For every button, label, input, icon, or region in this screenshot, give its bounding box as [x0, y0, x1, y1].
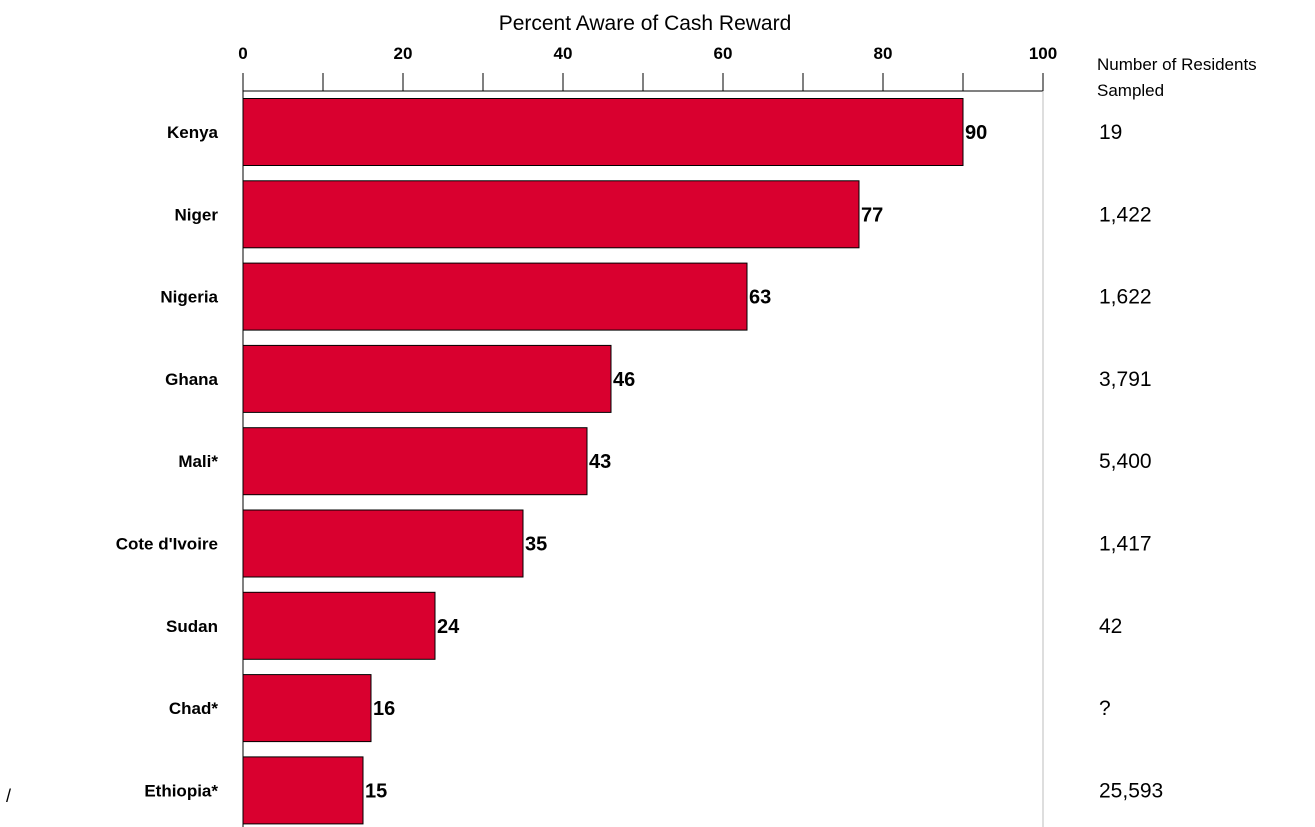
data-label: 90: [965, 122, 987, 144]
data-label: 46: [613, 369, 635, 391]
sample-size-value: 1,422: [1099, 203, 1152, 226]
sample-size-value: 5,400: [1099, 450, 1152, 473]
bar: [242, 180, 860, 249]
category-label: Cote d'Ivoire: [116, 535, 218, 554]
sample-size-value: 1,622: [1099, 286, 1152, 309]
bar: [242, 509, 524, 578]
category-label: Mali*: [178, 452, 218, 471]
bar: [242, 98, 964, 166]
bar: [242, 262, 748, 331]
category-label: Sudan: [166, 617, 218, 636]
data-label: 63: [749, 287, 771, 309]
bar: [242, 427, 588, 496]
data-label: 24: [437, 616, 460, 638]
bars-group: 90 Kenya 19 77 Niger 1,422 63 Nigeria 1,622 46 Gha…: [116, 98, 1163, 825]
category-label: Kenya: [167, 123, 219, 142]
x-tick-label: 40: [554, 44, 573, 63]
category-label: Chad*: [169, 699, 219, 718]
x-tick-label: 60: [714, 44, 733, 63]
data-label: 16: [373, 698, 395, 720]
data-label: 35: [525, 534, 547, 556]
category-label: Ghana: [165, 370, 218, 389]
x-axis: 0 20 40 60 80 100: [238, 44, 1057, 91]
sample-size-value: 42: [1099, 615, 1122, 638]
x-tick-label: 20: [394, 44, 413, 63]
side-column-header-line2: Sampled: [1097, 81, 1164, 100]
data-label: 15: [365, 780, 387, 802]
category-label: Ethiopia*: [144, 781, 218, 800]
category-label: Nigeria: [160, 288, 218, 307]
x-tick-label: 100: [1029, 44, 1057, 63]
x-tick-label: 80: [874, 44, 893, 63]
stray-mark: /: [6, 786, 12, 806]
sample-size-value: 3,791: [1099, 368, 1152, 391]
category-label: Niger: [175, 205, 219, 224]
bar: [242, 756, 364, 825]
bar: [242, 591, 436, 660]
sample-size-value: ?: [1099, 697, 1111, 720]
bar: [242, 674, 372, 743]
x-tick-label: 0: [238, 44, 247, 63]
chart-title: Percent Aware of Cash Reward: [499, 12, 792, 35]
bar: [242, 344, 612, 413]
sample-size-value: 25,593: [1099, 779, 1163, 802]
data-label: 43: [589, 451, 611, 473]
sample-size-value: 19: [1099, 121, 1122, 144]
side-column-header-line1: Number of Residents: [1097, 55, 1257, 74]
sample-size-value: 1,417: [1099, 533, 1152, 556]
data-label: 77: [861, 204, 883, 226]
